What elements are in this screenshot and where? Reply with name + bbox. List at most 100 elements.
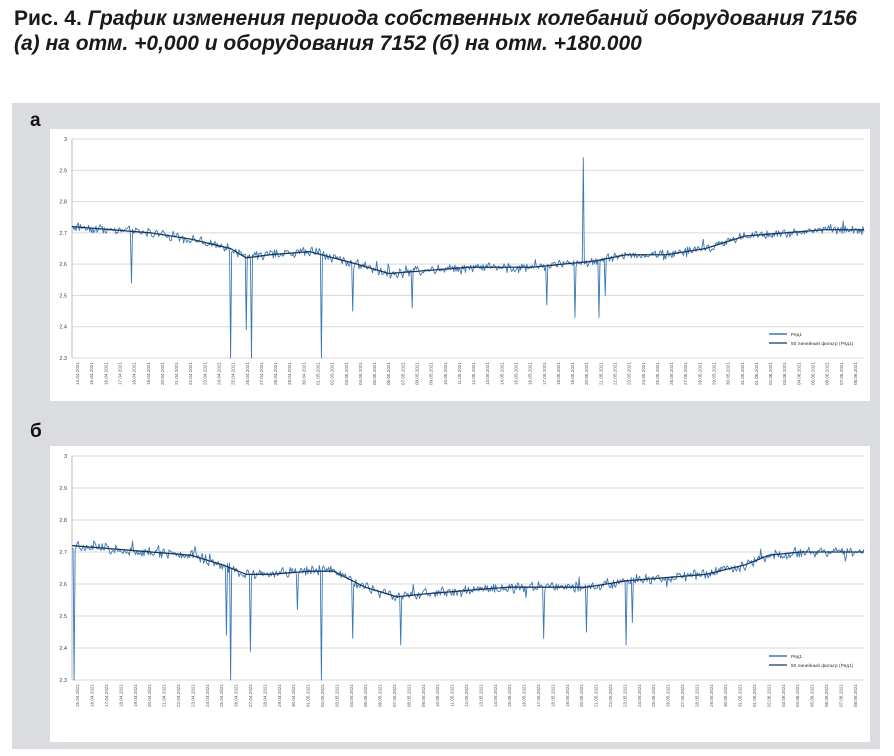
- x-tick-label: 16.05.2021: [528, 362, 533, 385]
- x-tick-label: 22.04.2021: [188, 362, 193, 385]
- x-tick-label: 24.05.2021: [637, 684, 642, 707]
- x-tick-label: 01.05.2021: [306, 684, 311, 707]
- x-tick-label: 06.05.2021: [378, 684, 383, 707]
- x-tick-label: 10.05.2021: [443, 362, 448, 385]
- x-tick-label: 25.05.2021: [651, 684, 656, 707]
- x-tick-label: 27.05.2021: [680, 684, 685, 707]
- series-filter-line: [71, 225, 864, 275]
- x-tick-label: 17.05.2021: [536, 684, 541, 707]
- x-tick-label: 18.05.2021: [556, 362, 561, 385]
- y-tick-label: 2.4: [59, 325, 67, 331]
- x-tick-label: 15.05.2021: [507, 684, 512, 707]
- x-tick-label: 10.05.2021: [435, 684, 440, 707]
- y-tick-label: 2.3: [59, 678, 67, 684]
- x-tick-label: 23.05.2021: [627, 362, 632, 385]
- x-tick-label: 21.05.2021: [594, 684, 599, 707]
- x-tick-label: 04.05.2021: [358, 362, 363, 385]
- x-tick-label: 03.05.2021: [334, 684, 339, 707]
- x-tick-label: 18.05.2021: [550, 684, 555, 707]
- y-tick-label: 2.5: [59, 614, 67, 620]
- figure-label: Рис. 4.: [14, 7, 82, 30]
- chart-a: 3 2.9 2.8 2.7 2.6 2.5 2.4 2.3 14.04.2021 15.04.20…: [59, 137, 865, 385]
- y-tick-label: 2.6: [59, 582, 67, 588]
- x-tick-label: 18.04.2021: [118, 684, 123, 707]
- x-tick-label: 17.04.2021: [118, 362, 123, 385]
- panel-label-a: а: [30, 110, 41, 131]
- x-tick-label: 01.06.2021: [754, 362, 759, 385]
- x-tick-label: 14.05.2021: [493, 684, 498, 707]
- x-tick-label: 22.05.2021: [608, 684, 613, 707]
- series-filter-line: [71, 544, 864, 598]
- x-tick-label: 29.05.2021: [709, 684, 714, 707]
- x-tick-label: 26.05.2021: [669, 362, 674, 385]
- x-tick-label: 23.04.2021: [190, 684, 195, 707]
- x-tick-label: 27.04.2021: [248, 684, 253, 707]
- x-tick-label: 25.05.2021: [655, 362, 660, 385]
- x-tick-label: 21.04.2021: [162, 684, 167, 707]
- x-tick-label: 21.05.2021: [598, 362, 603, 385]
- x-tick-label: 05.06.2021: [810, 684, 815, 707]
- x-tick-label: 22.05.2021: [613, 362, 618, 385]
- x-tick-label: 17.05.2021: [542, 362, 547, 385]
- figure-caption-text: График изменения периода собственных кол…: [14, 7, 857, 55]
- x-tick-label: 21.04.2021: [174, 362, 179, 385]
- x-tick-label: 23.05.2021: [622, 684, 627, 707]
- x-tick-label: 30.04.2021: [291, 684, 296, 707]
- x-tick-label: 14.04.2021: [75, 362, 80, 385]
- x-tick-label: 16.05.2021: [522, 684, 527, 707]
- y-tick-label: 2.6: [59, 262, 67, 268]
- x-tick-label: 29.05.2021: [712, 362, 717, 385]
- x-tick-label: 17.04.2021: [104, 684, 109, 707]
- x-tick-label: 19.05.2021: [570, 362, 575, 385]
- x-tick-label: 29.04.2021: [287, 362, 292, 385]
- x-tick-label: 29.04.2021: [277, 684, 282, 707]
- x-tick-label: 20.04.2021: [147, 684, 152, 707]
- x-tick-label: 11.05.2021: [450, 684, 455, 707]
- legend-entry-raw: Ряд1: [791, 332, 802, 338]
- x-tick-label: 14.05.2021: [499, 362, 504, 385]
- x-tick-label: 30.04.2021: [301, 362, 306, 385]
- x-tick-label: 06.05.2021: [386, 362, 391, 385]
- x-tick-label: 25.04.2021: [231, 362, 236, 385]
- x-tick-label: 19.04.2021: [133, 684, 138, 707]
- panel-label-b: б: [30, 421, 42, 442]
- chart-b: 3 2.9 2.8 2.7 2.6 2.5 2.4 2.3 15.04.2021 16.04.20…: [59, 454, 865, 707]
- x-tick-label: 04.06.2021: [795, 684, 800, 707]
- x-tick-label: 02.05.2021: [320, 684, 325, 707]
- y-tick-label: 2.9: [59, 168, 67, 174]
- x-tick-label: 08.06.2021: [853, 684, 858, 707]
- figure-panels: а 3 2.9 2.8 2.7 2.6 2.5 2.4 2.3 14.04.2021 15.04.…: [12, 103, 880, 749]
- x-tick-label: 30.05.2021: [726, 362, 731, 385]
- y-tick-label: 2.3: [59, 356, 67, 362]
- x-tick-label: 06.06.2021: [824, 684, 829, 707]
- x-tick-label: 20.05.2021: [579, 684, 584, 707]
- x-tick-label: 23.04.2021: [202, 362, 207, 385]
- x-tick-label: 07.06.2021: [838, 684, 843, 707]
- x-tick-label: 04.05.2021: [349, 684, 354, 707]
- x-tick-label: 31.05.2021: [740, 362, 745, 385]
- x-tick-label: 31.05.2021: [738, 684, 743, 707]
- x-tick-label: 03.06.2021: [782, 362, 787, 385]
- x-tick-label: 27.04.2021: [259, 362, 264, 385]
- x-tick-label: 05.05.2021: [363, 684, 368, 707]
- x-tick-label: 02.06.2021: [766, 684, 771, 707]
- x-tick-label: 09.05.2021: [429, 362, 434, 385]
- x-tick-label: 01.05.2021: [316, 362, 321, 385]
- x-tick-label: 09.05.2021: [421, 684, 426, 707]
- x-tick-label: 08.06.2021: [853, 362, 858, 385]
- x-tick-label: 13.05.2021: [478, 684, 483, 707]
- y-tick-label: 2.7: [59, 231, 67, 237]
- x-tick-label: 16.04.2021: [90, 684, 95, 707]
- y-tick-label: 2.5: [59, 293, 67, 299]
- x-tick-label: 12.05.2021: [471, 362, 476, 385]
- x-tick-label: 28.05.2021: [697, 362, 702, 385]
- series-raw-line: [71, 157, 865, 359]
- x-tick-label: 02.06.2021: [768, 362, 773, 385]
- y-tick-label: 3: [64, 454, 67, 460]
- x-tick-label: 06.06.2021: [825, 362, 830, 385]
- y-tick-label: 2.8: [59, 200, 67, 206]
- y-tick-label: 3: [64, 137, 67, 143]
- chart-b-frame: 3 2.9 2.8 2.7 2.6 2.5 2.4 2.3 15.04.2021 16.04.20…: [50, 446, 870, 742]
- x-tick-label: 12.05.2021: [464, 684, 469, 707]
- x-tick-label: 26.04.2021: [245, 362, 250, 385]
